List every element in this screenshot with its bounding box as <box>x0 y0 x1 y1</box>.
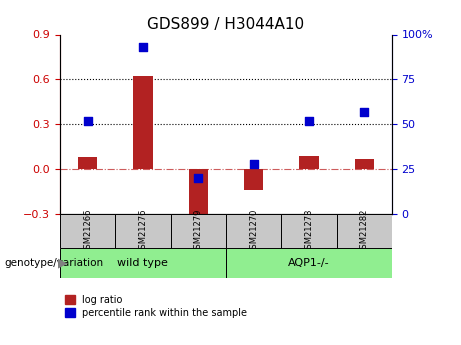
Point <box>139 44 147 50</box>
FancyBboxPatch shape <box>337 214 392 248</box>
Bar <box>299 156 319 169</box>
Text: GSM21276: GSM21276 <box>138 208 148 254</box>
Text: genotype/variation: genotype/variation <box>5 258 104 268</box>
FancyBboxPatch shape <box>60 214 115 248</box>
Title: GDS899 / H3044A10: GDS899 / H3044A10 <box>148 17 304 32</box>
Text: AQP1-/-: AQP1-/- <box>288 258 330 268</box>
Bar <box>189 169 208 219</box>
Text: GSM21270: GSM21270 <box>249 208 258 254</box>
Point <box>195 175 202 181</box>
Point <box>84 118 91 124</box>
FancyBboxPatch shape <box>226 248 392 278</box>
Point <box>305 118 313 124</box>
Bar <box>355 159 374 169</box>
Text: wild type: wild type <box>118 258 168 268</box>
FancyBboxPatch shape <box>115 214 171 248</box>
Text: GSM21266: GSM21266 <box>83 208 92 254</box>
Bar <box>133 76 153 169</box>
Point <box>361 109 368 115</box>
Text: GSM21279: GSM21279 <box>194 208 203 254</box>
FancyBboxPatch shape <box>60 248 226 278</box>
FancyBboxPatch shape <box>226 214 281 248</box>
Bar <box>78 157 97 169</box>
Bar <box>244 169 263 190</box>
Text: ▶: ▶ <box>58 257 67 270</box>
FancyBboxPatch shape <box>281 214 337 248</box>
Legend: log ratio, percentile rank within the sample: log ratio, percentile rank within the sa… <box>65 295 247 318</box>
Text: GSM21273: GSM21273 <box>304 208 313 254</box>
Point <box>250 161 257 166</box>
Text: GSM21282: GSM21282 <box>360 208 369 254</box>
FancyBboxPatch shape <box>171 214 226 248</box>
